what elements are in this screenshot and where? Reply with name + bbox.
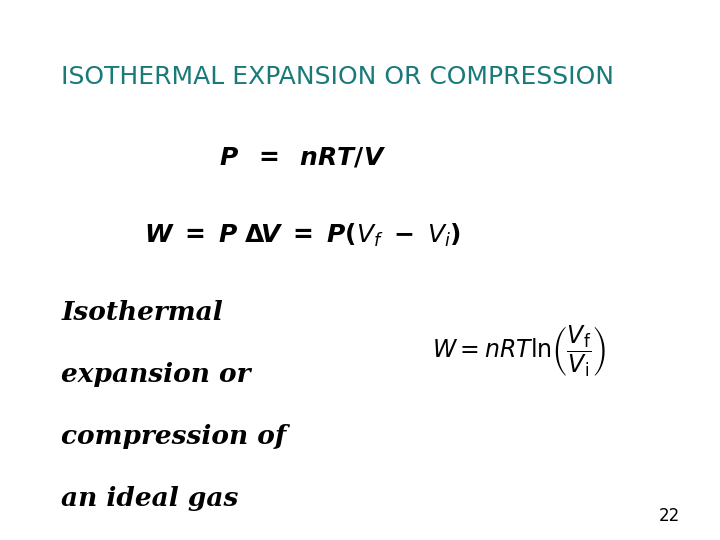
Text: expansion or: expansion or: [61, 362, 251, 387]
Text: 22: 22: [659, 507, 680, 525]
Text: $\boldsymbol{W \ = \ P \ \Delta\!V \ = \ P(V_f \ - \ V_i)}$: $\boldsymbol{W \ = \ P \ \Delta\!V \ = \…: [144, 221, 461, 248]
Text: $\boldsymbol{P}$  $\boldsymbol{=}$  $\boldsymbol{nRT/V}$: $\boldsymbol{P}$ $\boldsymbol{=}$ $\bold…: [219, 146, 386, 170]
Text: compression of: compression of: [61, 424, 287, 449]
Text: Isothermal: Isothermal: [61, 300, 223, 325]
Text: ISOTHERMAL EXPANSION OR COMPRESSION: ISOTHERMAL EXPANSION OR COMPRESSION: [61, 65, 614, 89]
Text: $W = nRT\ln\!\left(\dfrac{V_{\mathrm{f}}}{V_{\mathrm{i}}}\right)$: $W = nRT\ln\!\left(\dfrac{V_{\mathrm{f}}…: [432, 323, 606, 379]
Text: an ideal gas: an ideal gas: [61, 486, 238, 511]
